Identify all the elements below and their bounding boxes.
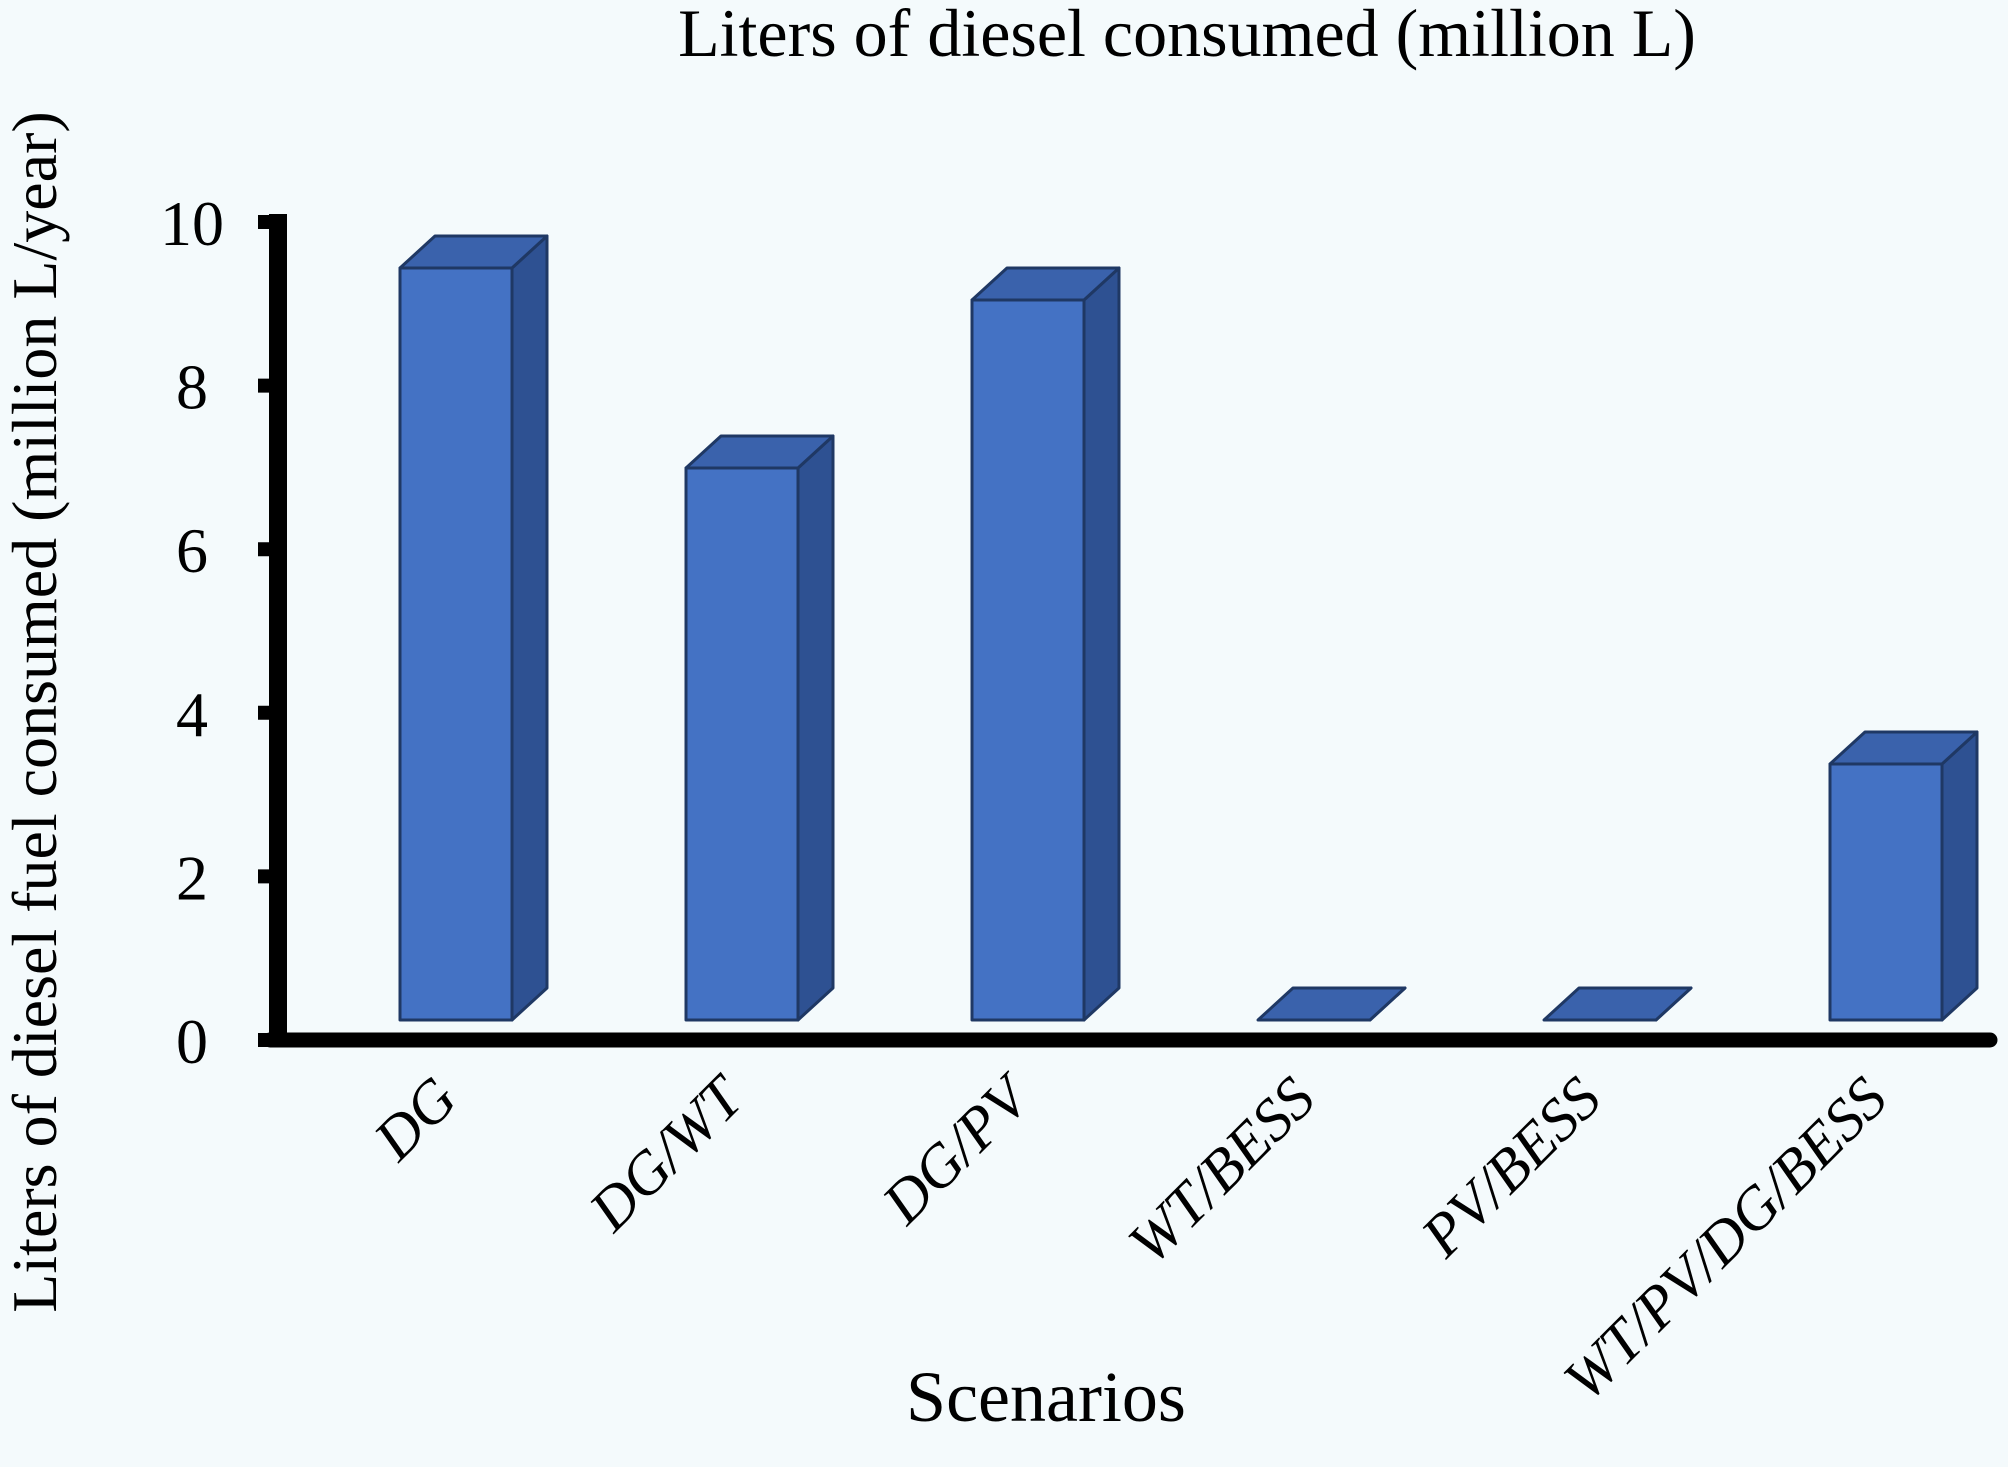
x-category-label: DG/WT (576, 1062, 758, 1244)
bar-side-face (796, 434, 835, 1022)
x-category-label: DG (361, 1065, 470, 1174)
bar-side-face (1940, 730, 1979, 1022)
y-axis-title: Liters of diesel fuel consumed (million … (0, 111, 70, 1312)
x-category-label: DG/PV (869, 1060, 1046, 1237)
bar-top-face (1542, 986, 1693, 1022)
bar-top-face (1256, 986, 1407, 1022)
bar-front-face (398, 266, 514, 1022)
bar-pv-bess (1542, 986, 1693, 1022)
bar-wt-pv-dg-bess (1828, 730, 1979, 1022)
y-tick-label: 8 (176, 352, 208, 423)
bar-dg (398, 234, 549, 1022)
bar-dg-wt (684, 434, 835, 1022)
x-category-label: PV/BESS (1408, 1065, 1613, 1270)
bar-front-face (1828, 762, 1944, 1022)
bar-front-face (970, 298, 1086, 1022)
bar-front-face (684, 466, 800, 1022)
x-axis-title: Scenarios (906, 1357, 1186, 1437)
bar-dg-pv (970, 266, 1121, 1022)
y-tick-label: 6 (176, 515, 208, 586)
bar-side-face (1082, 266, 1121, 1022)
y-tick-label: 10 (160, 188, 224, 259)
x-category-label: WT/BESS (1116, 1065, 1328, 1277)
axes (258, 214, 1998, 1048)
y-tick-label: 2 (176, 842, 208, 913)
y-tick-label: 4 (176, 679, 208, 750)
bars (398, 234, 1979, 1022)
chart-title: Liters of diesel consumed (million L) (678, 0, 1696, 71)
bar-wt-bess (1256, 986, 1407, 1022)
y-tick-label: 0 (176, 1006, 208, 1077)
bar-side-face (510, 234, 549, 1022)
